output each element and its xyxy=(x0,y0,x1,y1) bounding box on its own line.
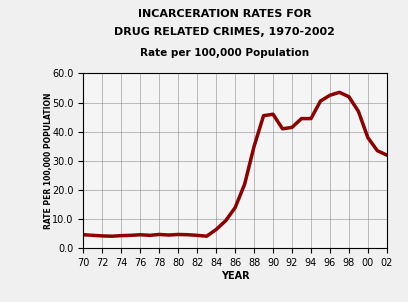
Text: INCARCERATION RATES FOR: INCARCERATION RATES FOR xyxy=(137,9,311,19)
Text: DRUG RELATED CRIMES, 1970-2002: DRUG RELATED CRIMES, 1970-2002 xyxy=(114,27,335,37)
Y-axis label: RATE PER 100,000 POPULATION: RATE PER 100,000 POPULATION xyxy=(44,93,53,229)
Text: Rate per 100,000 Population: Rate per 100,000 Population xyxy=(140,48,309,58)
X-axis label: YEAR: YEAR xyxy=(221,271,249,281)
